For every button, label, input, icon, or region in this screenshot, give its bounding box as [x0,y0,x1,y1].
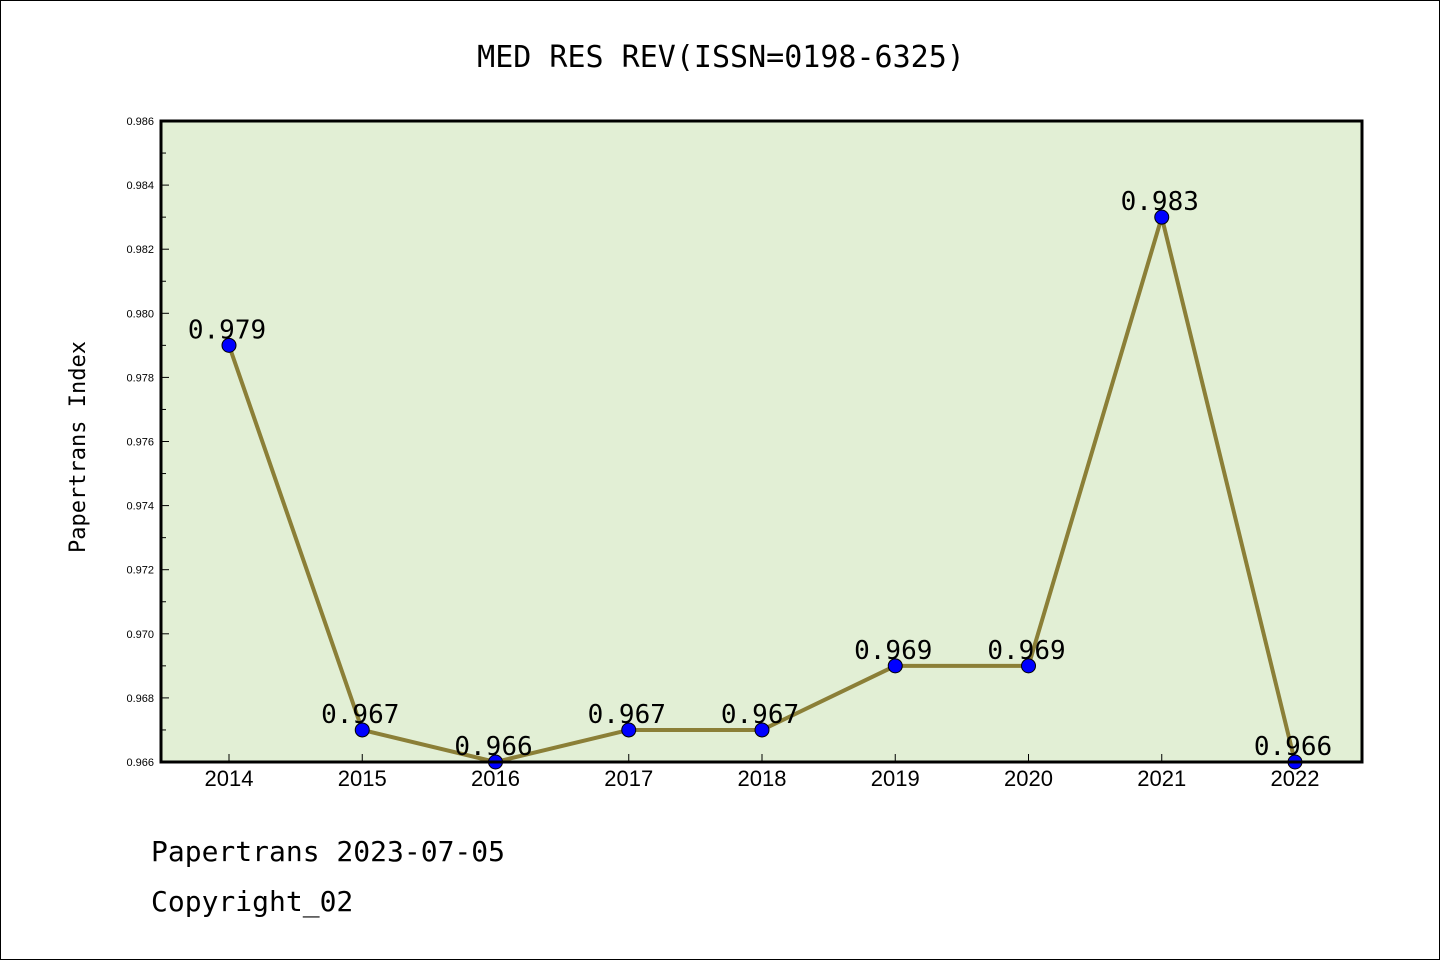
plot-border [159,119,1364,764]
data-label: 0.983 [1121,187,1199,217]
y-tick-label: 0.966 [126,757,154,769]
x-tick-label: 2021 [1137,766,1186,791]
x-tick-label: 2016 [471,766,520,791]
y-tick-label: 0.972 [126,565,154,577]
data-labels: 0.979 0.967 0.966 0.967 0.967 0.969 0.969 0.983… [188,187,1332,762]
data-label: 0.979 [188,315,266,345]
data-point [621,722,637,738]
data-label: 0.966 [454,732,532,762]
x-tick-label: 2020 [1004,766,1053,791]
x-axis: 2014 2015 2016 2017 2018 2019 2020 2021 2022 [205,754,1320,791]
y-tick-label: 0.982 [126,244,154,256]
plot-area [161,121,1362,762]
data-point [887,658,903,674]
x-tick-label: 2018 [738,766,787,791]
y-tick-label: 0.980 [126,308,154,320]
footer-copyright: Copyright_02 [151,885,354,918]
y-tick-label: 0.976 [126,437,154,449]
data-label: 0.966 [1254,732,1332,762]
data-label: 0.967 [588,700,666,730]
chart-title: MED RES REV(ISSN=0198-6325) [477,40,965,75]
x-tick-label: 2017 [604,766,653,791]
x-tick-label: 2014 [205,766,254,791]
x-tick-label: 2019 [871,766,920,791]
data-label: 0.969 [854,636,932,666]
x-tick-label: 2022 [1271,766,1320,791]
data-label: 0.967 [721,700,799,730]
data-point [1021,658,1036,674]
data-point [354,722,370,738]
data-label: 0.969 [987,636,1065,666]
data-label: 0.967 [321,700,399,730]
footer-date: Papertrans 2023-07-05 [151,835,506,868]
y-tick-label: 0.974 [126,501,154,513]
data-point [221,337,237,353]
y-tick-label: 0.970 [126,629,154,641]
data-point [1154,209,1170,225]
y-tick-label: 0.986 [126,116,154,128]
x-tick-label: 2015 [338,766,387,791]
y-tick-label: 0.978 [126,372,154,384]
y-tick-label: 0.984 [126,180,154,192]
y-tick-label: 0.968 [126,693,154,705]
y-axis-label: Papertrans Index [66,341,91,553]
data-point [754,722,770,738]
